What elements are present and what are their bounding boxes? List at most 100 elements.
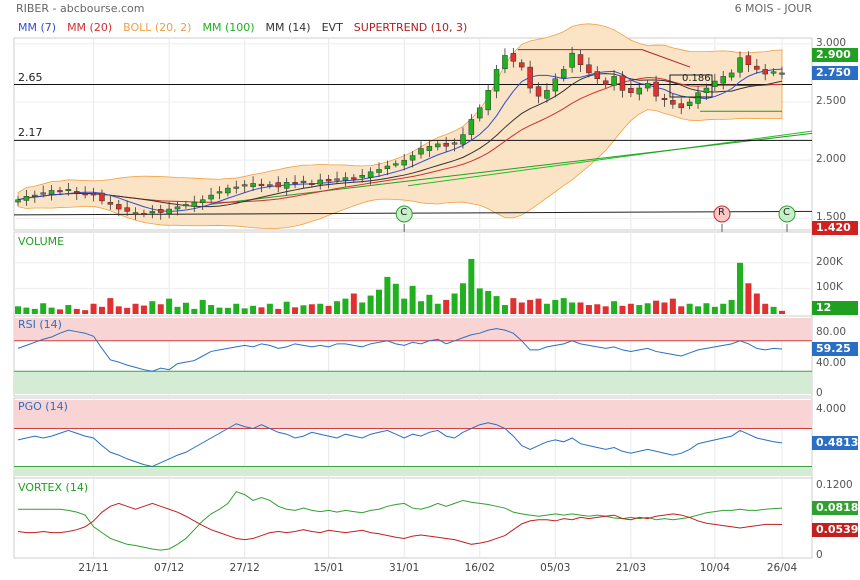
candle — [602, 80, 609, 85]
volume-bar — [686, 303, 693, 314]
candle — [611, 76, 617, 86]
candle — [233, 186, 240, 189]
candle — [435, 143, 441, 148]
candle — [493, 69, 500, 92]
legend-entry: SUPERTREND (10, 3) — [353, 21, 468, 34]
x-tick-label: 31/01 — [389, 562, 420, 574]
y-tick-label: 2.500 — [816, 95, 847, 107]
volume-bar — [728, 299, 735, 314]
bollinger-band — [17, 23, 783, 230]
candle — [762, 69, 768, 75]
indicator-legend: MM (7) MM (20) BOLL (20, 2) MM (100) MM (14)… — [18, 21, 478, 34]
volume-bar — [224, 307, 231, 314]
volume-bar — [409, 285, 416, 314]
volume-bar — [417, 301, 424, 314]
volume-bar — [115, 306, 122, 314]
candle — [384, 165, 391, 170]
volume-bar — [560, 298, 567, 314]
candle — [267, 184, 273, 187]
event-label: C — [783, 207, 790, 218]
panel-frame — [13, 477, 813, 559]
candle — [544, 90, 550, 99]
volume-bar — [166, 298, 173, 314]
volume-bar — [56, 309, 63, 314]
candle — [737, 57, 743, 73]
y-tick-label: 1.500 — [816, 211, 847, 224]
volume-bar — [342, 298, 349, 314]
level-label: 2.17 — [18, 126, 43, 140]
volume-bar — [753, 293, 760, 314]
volume-bar — [770, 306, 777, 314]
annotation-label: 0.186 — [682, 73, 711, 84]
volume-bar — [585, 305, 592, 314]
y-tick-label: 80.00 — [816, 326, 847, 339]
pgo-line — [17, 422, 783, 468]
volume-title: VOLUME — [18, 235, 65, 248]
vortex-badge: 0.0539 — [812, 523, 858, 538]
volume-bar — [359, 302, 366, 314]
volume-bar — [199, 299, 206, 314]
candle — [65, 189, 72, 192]
mm14-line — [17, 73, 783, 208]
candle — [552, 78, 559, 92]
panel-frame — [13, 315, 813, 397]
x-tick-label: 21/11 — [78, 562, 109, 574]
volume-bar — [653, 300, 660, 314]
legend-entry: EVT — [321, 21, 343, 34]
volume-bar — [762, 303, 769, 314]
volume-bar — [65, 305, 72, 314]
volume-bar — [292, 307, 299, 314]
candle — [225, 187, 231, 194]
candle — [342, 177, 349, 181]
legend-entry: MM (14) — [265, 21, 311, 34]
volume-bar — [434, 303, 441, 314]
candle — [393, 163, 399, 166]
candle — [124, 207, 130, 212]
vortex-title: VORTEX (14) — [18, 481, 89, 494]
event-marker — [395, 205, 413, 232]
candle — [720, 76, 726, 84]
candle — [770, 71, 777, 74]
volume-bar — [451, 293, 458, 314]
volume-bar — [636, 305, 643, 314]
y-tick-label: 4.000 — [816, 402, 847, 415]
volume-bar — [283, 301, 290, 314]
volume-bar — [678, 306, 685, 314]
candle — [40, 192, 46, 195]
candle — [174, 206, 181, 210]
legend-entry: MM (100) — [202, 21, 255, 34]
volume-bar — [485, 290, 492, 314]
candle — [703, 87, 710, 93]
period-label: 6 MOIS - JOUR — [734, 2, 812, 15]
candle — [141, 212, 147, 215]
candle — [359, 175, 365, 178]
y-tick-label: 0 — [816, 549, 823, 561]
volume-bar — [216, 307, 223, 314]
candle — [99, 192, 105, 202]
rsi-line — [17, 328, 783, 372]
candle — [90, 192, 97, 196]
volume-bar — [476, 288, 483, 314]
candle — [191, 201, 198, 207]
price-badge: 2.750 — [812, 65, 858, 80]
annotation-box — [669, 74, 713, 98]
volume-bar — [241, 308, 248, 314]
volume-bar — [40, 303, 47, 314]
volume-bar — [376, 289, 383, 314]
volume-bar — [300, 305, 307, 314]
candle — [208, 194, 214, 200]
volume-bar — [594, 304, 601, 314]
candle — [477, 107, 483, 119]
chart-title: RIBER - abcbourse.com — [16, 2, 145, 15]
candle — [241, 184, 248, 187]
overbought-zone — [14, 318, 812, 341]
candle — [418, 148, 424, 155]
volume-bar — [401, 298, 408, 314]
panel-frame — [13, 37, 813, 231]
candle — [317, 179, 323, 185]
support-line — [13, 210, 813, 216]
volume-bar — [543, 303, 550, 314]
volume-bar — [250, 305, 257, 314]
volume-bar — [627, 303, 634, 314]
